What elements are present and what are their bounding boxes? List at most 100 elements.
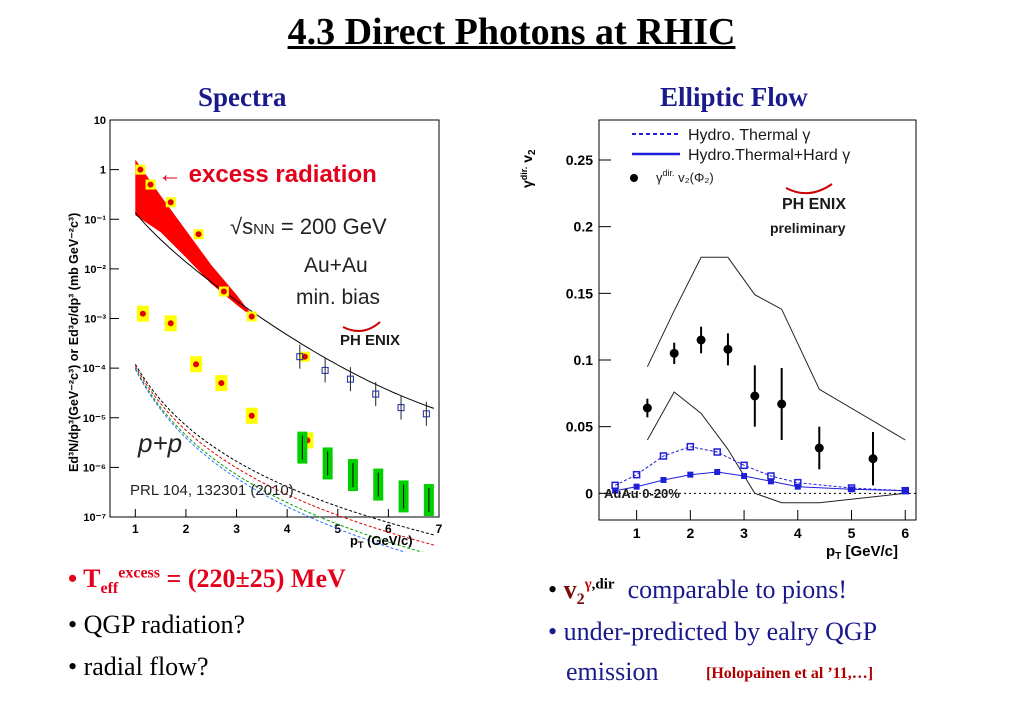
spectra-annotation-excess: ← excess radiation — [158, 161, 377, 188]
flow-data-point — [669, 348, 679, 358]
spectra-auau-point — [137, 166, 144, 173]
spectra-annotation-energy: √sNN = 200 GeV — [230, 214, 387, 239]
spectra-y-tick-label: 1 — [100, 165, 106, 177]
spectra-pp-point — [193, 361, 200, 368]
spectra-x-tick-label: 6 — [385, 522, 392, 536]
spectra-y-tick-label: 10⁻⁶ — [83, 462, 106, 474]
spectra-heading: Spectra — [198, 82, 287, 112]
flow-hydro-hard-line — [615, 471, 906, 492]
svg-text:PH ENIX: PH ENIX — [782, 196, 846, 213]
spectra-y-axis-label: Ed³N/dp³(GeV⁻²c³) or Ed³σ/dp³ (mb GeV⁻²c… — [67, 213, 81, 472]
spectra-pp-fit-line — [134, 367, 435, 556]
spectra-auau-fit-line — [134, 212, 435, 409]
flow-system-label: AuAu 0-20% — [604, 486, 680, 501]
spectra-pp-point — [139, 310, 146, 317]
spectra-auau-point — [301, 353, 308, 360]
flow-data-point — [750, 391, 760, 401]
spectra-pp-point — [248, 412, 255, 419]
spectra-x-tick-label: 4 — [284, 522, 291, 536]
spectra-y-tick-label: 10⁻⁴ — [83, 363, 106, 375]
flow-phenix-logo: PH ENIX — [782, 183, 846, 213]
flow-data-point — [642, 403, 652, 413]
left-bullet-radial-flow: • radial flow? — [68, 652, 209, 681]
spectra-open-point — [296, 353, 304, 361]
flow-x-tick-label: 3 — [740, 525, 748, 541]
spectra-open-point — [346, 375, 354, 383]
spectra-pp-point — [218, 380, 225, 387]
flow-y-axis-label: γdir. v2 — [519, 149, 538, 188]
slide-title: 4.3 Direct Photons at RHIC — [287, 11, 736, 53]
legend-point-label: γdir. v₂(Φ₂) — [656, 168, 714, 185]
flow-x-tick-label: 6 — [901, 525, 909, 541]
flow-data-point — [814, 443, 824, 453]
spectra-annotation-system: Au+Au — [304, 254, 368, 277]
spectra-open-point — [422, 410, 430, 418]
spectra-chart: 1 2 3 4 5 6 7 10 1 10⁻¹ 10⁻² 10⁻³ 10⁻⁴ 10⁻⁵ 10⁻⁶ 10⁻⁷ ←… — [67, 115, 443, 562]
spectra-y-tick-label: 10⁻³ — [84, 314, 106, 326]
flow-lower-band-line — [646, 391, 906, 504]
flow-x-tick-label: 1 — [633, 525, 641, 541]
flow-data-point — [868, 454, 878, 464]
spectra-x-tick-label: 5 — [334, 522, 341, 536]
spectra-y-tick-label: 10 — [94, 115, 106, 127]
flow-x-tick-label: 2 — [686, 525, 694, 541]
flow-data-point — [777, 399, 787, 409]
flow-upper-band-line — [646, 256, 906, 441]
flow-frame — [598, 119, 917, 521]
spectra-annotation-centrality: min. bias — [296, 286, 380, 309]
spectra-open-point — [372, 390, 380, 398]
flow-hydro-thermal-marker — [659, 452, 668, 460]
flow-hydro-thermal-marker — [686, 442, 695, 451]
left-bullet-temperature: • Teffexcess = (220±25) MeV — [68, 564, 346, 598]
spectra-annotation-reference: PRL 104, 132301 (2010) — [130, 482, 294, 499]
flow-hydro-thermal-line — [614, 446, 906, 492]
flow-legend: Hydro. Thermal γ Hydro.Thermal+Hard γ γd… — [630, 127, 850, 185]
spectra-auau-point — [147, 181, 154, 188]
flow-y-tick-label: 0.2 — [574, 219, 594, 235]
flow-preliminary-label: preliminary — [770, 220, 846, 236]
spectra-open-point — [397, 404, 405, 412]
spectra-x-tick-label: 2 — [183, 522, 190, 536]
legend-point-marker — [630, 174, 638, 182]
spectra-pp-fit-line — [134, 365, 435, 546]
spectra-chart-panel: 1 2 3 4 5 6 7 10 1 10⁻¹ 10⁻² 10⁻³ 10⁻⁴ 10⁻⁵ 10⁻⁶ 10⁻⁷ ←… — [58, 112, 445, 562]
spectra-pp-point — [167, 320, 174, 327]
flow-hydro-thermal-marker — [632, 470, 641, 479]
right-bullet-underpredicted: • under-predicted by ealry QGP — [548, 617, 878, 646]
spectra-pp-fit-line — [134, 363, 435, 536]
spectra-annotation-pp: p+p — [137, 428, 182, 458]
spectra-auau-point — [195, 231, 202, 238]
spectra-open-point — [321, 366, 329, 374]
flow-x-tick-label: 5 — [848, 525, 856, 541]
svg-text:PH ENIX: PH ENIX — [340, 332, 400, 349]
flow-hydro-thermal-marker — [713, 448, 721, 456]
spectra-excess-band — [135, 159, 252, 317]
spectra-auau-point — [220, 288, 227, 295]
right-bullet-v2: • v2γ,dir comparable to pions! — [548, 575, 848, 609]
flow-x-tick-label: 4 — [794, 525, 802, 541]
spectra-y-tick-label: 10⁻⁵ — [83, 413, 106, 425]
phenix-logo: PH ENIX — [340, 321, 400, 349]
spectra-auau-point — [248, 313, 255, 320]
flow-y-tick-label: 0.05 — [566, 419, 593, 435]
spectra-y-tick-label: 10⁻⁷ — [83, 512, 106, 524]
spectra-auau-point — [167, 199, 174, 206]
spectra-x-tick-label: 7 — [436, 522, 443, 536]
right-bullet-emission: emission — [566, 657, 659, 686]
left-bullet-qgp: • QGP radiation? — [68, 610, 246, 639]
spectra-y-tick-label: 10⁻¹ — [84, 214, 106, 226]
flow-hydro-thermal-marker — [740, 461, 748, 470]
flow-y-tick-label: 0.25 — [566, 152, 593, 168]
spectra-y-tick-label: 10⁻² — [84, 264, 106, 276]
flow-chart: 1 2 3 4 5 6 0 0.05 0.1 0.15 0.2 0.25 Hydro. Thermal… — [519, 119, 917, 562]
flow-data-point — [723, 344, 733, 354]
flow-y-tick-label: 0.1 — [574, 352, 594, 368]
spectra-x-tick-label: 1 — [132, 522, 139, 536]
flow-y-tick-label: 0 — [585, 485, 593, 501]
spectra-x-axis-label: pT (GeV/c) — [350, 533, 413, 550]
legend-dashed-label: Hydro. Thermal γ — [688, 127, 810, 144]
spectra-pp-fit-line — [134, 368, 435, 562]
legend-solid-label: Hydro.Thermal+Hard γ — [688, 147, 850, 164]
flow-chart-panel: 1 2 3 4 5 6 0 0.05 0.1 0.15 0.2 0.25 Hydro. Thermal… — [504, 112, 922, 562]
spectra-x-tick-label: 3 — [233, 522, 240, 536]
